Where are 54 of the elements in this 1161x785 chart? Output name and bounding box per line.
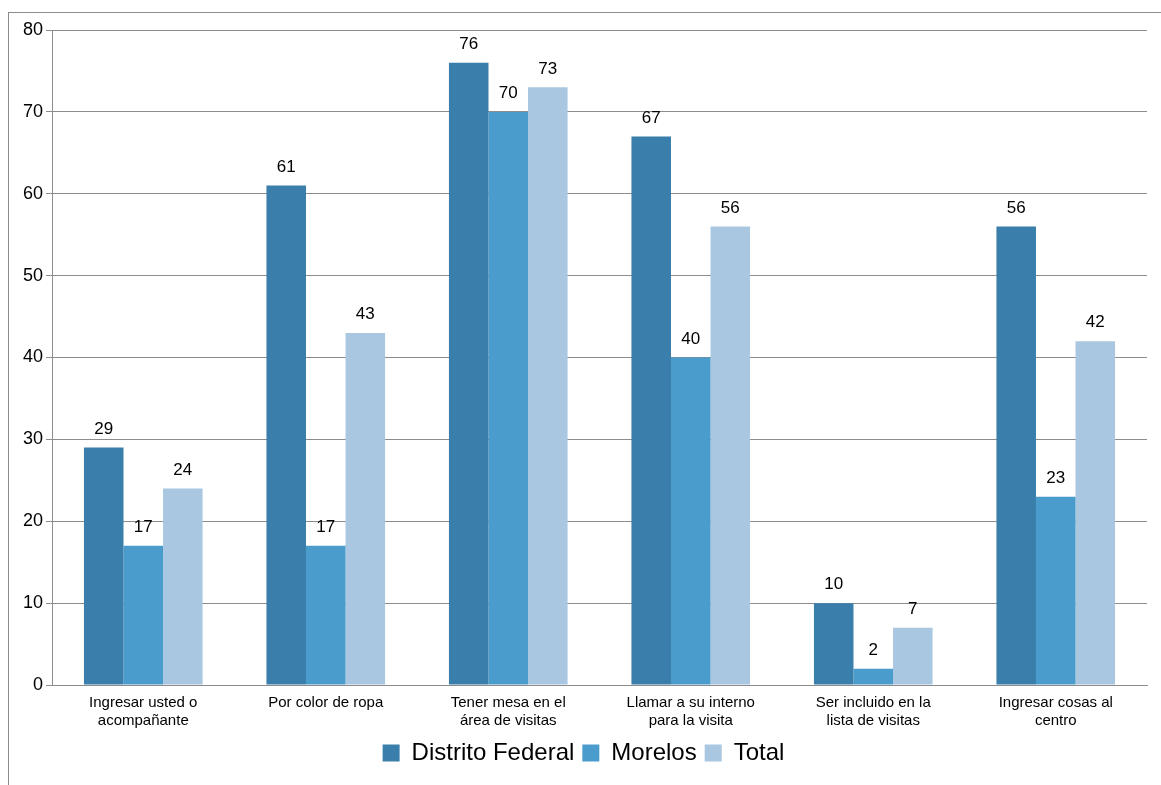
data-label: 61: [276, 156, 296, 176]
bar: [123, 545, 164, 685]
bar: [345, 332, 386, 685]
data-label: 29: [94, 418, 114, 438]
data-label: 17: [133, 517, 153, 536]
x-tick-label: Ingresar usted o acompañante: [89, 693, 198, 729]
bar: [1035, 496, 1076, 685]
y-tick-label: 60: [22, 182, 44, 203]
bar: [893, 627, 933, 685]
legend-label: Distrito Federal: [411, 737, 575, 765]
y-tick-label: 0: [33, 673, 44, 694]
data-label: 17: [316, 517, 336, 536]
bar: [813, 603, 854, 685]
bar: [266, 185, 306, 685]
y-tick-label: 70: [22, 100, 44, 121]
bar: [83, 447, 124, 685]
data-label: 76: [459, 33, 479, 53]
x-tick-label: Ingresar cosas al centro: [998, 693, 1113, 729]
legend-label: Morelos: [611, 737, 697, 765]
x-tick-label: Por color de ropa: [268, 693, 384, 711]
data-label: 73: [538, 58, 558, 78]
data-label: 2: [868, 639, 878, 659]
bar: [528, 87, 568, 685]
data-label: 56: [720, 197, 740, 217]
x-tick-label: Llamar a su interno para la visita: [626, 693, 755, 729]
data-label: 7: [908, 598, 918, 618]
y-tick-label: 80: [22, 18, 44, 39]
data-label: 23: [1046, 467, 1066, 487]
bar: [448, 62, 489, 685]
bar: [163, 488, 203, 685]
bar: [853, 668, 894, 685]
bar: [631, 136, 671, 685]
bar: [1075, 341, 1116, 685]
bar: [710, 226, 751, 685]
bar: [306, 545, 346, 685]
legend-label: Total: [733, 737, 785, 765]
bar: [488, 111, 529, 685]
data-label: 24: [173, 459, 193, 479]
data-label: 70: [498, 83, 518, 103]
data-label: 10: [824, 574, 844, 594]
y-tick-label: 50: [22, 264, 44, 285]
x-tick-label: Ser incluido en la lista de visitas: [815, 693, 932, 729]
data-label: 42: [1085, 312, 1105, 332]
y-tick-label: 20: [22, 510, 44, 531]
data-label: 67: [641, 107, 661, 127]
y-tick-label: 40: [22, 346, 44, 367]
data-label: 56: [1006, 197, 1026, 217]
bar: [996, 226, 1036, 685]
y-tick-label: 10: [22, 592, 44, 613]
x-tick-label: Tener mesa en el área de visitas: [450, 693, 566, 729]
bar: [670, 357, 711, 685]
y-tick-label: 30: [22, 428, 44, 449]
data-label: 43: [355, 304, 375, 324]
data-label: 40: [681, 328, 701, 348]
